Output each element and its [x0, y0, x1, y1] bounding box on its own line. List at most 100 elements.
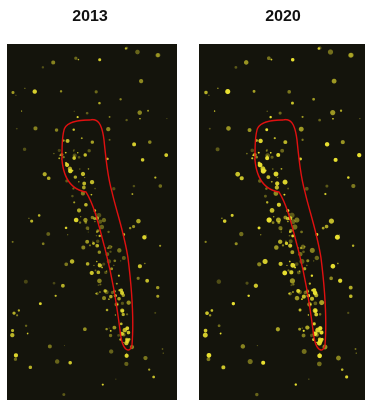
panel-label: 2020 — [265, 8, 301, 25]
light-dot — [109, 295, 112, 298]
light-dot — [266, 149, 268, 151]
light-dot — [216, 147, 220, 151]
light-dot — [94, 221, 95, 222]
light-dot — [203, 333, 208, 338]
light-dot — [99, 283, 101, 285]
light-dot — [340, 110, 342, 112]
light-dot — [255, 393, 258, 396]
light-dot — [42, 242, 45, 245]
light-dot — [102, 263, 105, 266]
light-dot — [97, 245, 99, 247]
light-dot — [55, 295, 57, 297]
light-dot — [295, 262, 298, 265]
light-dot — [125, 326, 129, 330]
light-dot — [260, 234, 261, 235]
light-dot — [299, 127, 304, 132]
light-dot — [278, 226, 282, 230]
light-dot — [312, 98, 315, 101]
light-dot — [274, 245, 279, 250]
light-dot — [247, 295, 249, 297]
light-dot — [81, 172, 85, 176]
light-dot — [295, 383, 297, 385]
light-dot — [217, 279, 222, 284]
light-dot — [287, 221, 288, 222]
light-dot — [218, 324, 221, 327]
light-dot — [152, 376, 155, 379]
light-dot — [137, 277, 140, 280]
light-dot — [65, 152, 67, 154]
light-dot — [283, 140, 287, 144]
light-dot — [163, 353, 164, 354]
light-dot — [55, 128, 58, 131]
light-dot — [95, 90, 98, 93]
light-dot — [292, 291, 294, 293]
light-dot — [270, 152, 272, 154]
light-dot — [279, 262, 283, 266]
light-dot — [88, 149, 91, 152]
light-dot — [166, 118, 167, 119]
light-dot — [337, 263, 339, 265]
light-dot — [292, 283, 294, 285]
light-dot — [335, 235, 340, 240]
light-dot — [253, 90, 256, 93]
light-dot — [246, 153, 248, 155]
light-dot — [98, 235, 100, 237]
light-dot — [209, 128, 211, 130]
light-dot — [300, 231, 303, 234]
light-dot — [244, 60, 249, 65]
light-dot — [154, 176, 156, 178]
light-dot — [330, 110, 335, 115]
light-dot — [154, 312, 156, 314]
light-dot — [314, 309, 318, 313]
light-dot — [82, 182, 86, 186]
panel-label: 2013 — [72, 8, 108, 25]
light-dot — [92, 242, 95, 245]
light-dot — [347, 176, 350, 179]
page: 2013 2020 (() => { const data = JSON.par… — [0, 0, 365, 404]
light-dot — [349, 286, 353, 290]
light-dot — [159, 184, 163, 188]
light-dot — [266, 175, 270, 179]
light-dot — [317, 362, 322, 367]
light-dot — [131, 193, 133, 195]
light-dot — [308, 378, 309, 379]
light-dot — [351, 184, 355, 188]
light-dot — [294, 267, 296, 269]
light-dot — [159, 245, 161, 247]
light-dot — [98, 284, 100, 286]
light-dot — [25, 325, 27, 327]
light-dot — [315, 256, 319, 260]
light-dot — [86, 112, 89, 115]
light-dot — [258, 226, 261, 229]
light-dot — [235, 172, 240, 177]
light-dot — [30, 220, 33, 223]
light-dot — [79, 168, 80, 169]
light-dot — [310, 297, 314, 301]
light-dot — [286, 265, 287, 266]
light-dot — [204, 91, 207, 94]
light-dot — [123, 342, 124, 343]
light-dot — [122, 256, 126, 260]
light-dot — [74, 218, 79, 223]
light-dot — [319, 331, 323, 335]
light-dot — [225, 89, 230, 94]
light-dot — [325, 185, 328, 188]
light-dot — [329, 277, 333, 281]
light-dot — [137, 110, 141, 114]
light-dot — [263, 259, 268, 264]
light-dot — [107, 231, 109, 233]
light-dot — [305, 187, 309, 191]
light-dot — [261, 168, 266, 173]
light-dot — [73, 149, 75, 151]
light-dot — [98, 263, 99, 264]
light-dot — [291, 263, 292, 264]
light-dot — [118, 289, 120, 291]
light-dot — [67, 234, 68, 235]
light-dot — [117, 334, 120, 337]
light-dot — [274, 172, 279, 177]
light-dot — [107, 247, 109, 249]
light-dot — [74, 111, 75, 112]
light-dot — [148, 369, 150, 371]
light-dot — [120, 260, 121, 261]
light-dot — [61, 284, 65, 288]
